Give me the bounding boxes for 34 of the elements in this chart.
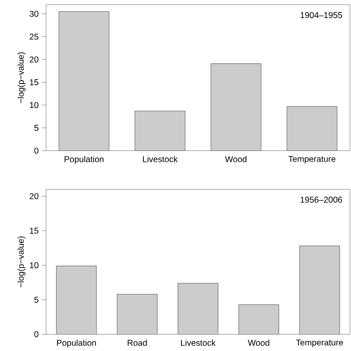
y-tick-label: 15 xyxy=(30,79,38,86)
x-tick-label: Wood xyxy=(248,340,270,346)
y-tick-label: 15 xyxy=(30,228,38,234)
bar xyxy=(58,11,110,151)
y-axis-title: −log(p−value) xyxy=(18,236,26,288)
text: 1904–1955 xyxy=(300,12,342,18)
x-tick-label: Livestock xyxy=(143,156,178,162)
y-tick-label: 0 xyxy=(34,331,38,338)
x-tick-label: Temperature xyxy=(296,340,343,348)
bar xyxy=(116,294,158,334)
y-tick-label: 30 xyxy=(30,10,38,17)
y-tick-label: 0 xyxy=(34,148,38,154)
y-tick-label: 25 xyxy=(30,34,38,40)
x-tick-label: Wood xyxy=(225,156,246,162)
bar xyxy=(210,63,262,151)
y-axis-title: −log(p−value) xyxy=(18,52,26,104)
x-tick-label: Temperature xyxy=(288,156,336,164)
bar xyxy=(134,110,186,151)
x-tick-label: Population xyxy=(57,340,96,348)
bar xyxy=(286,106,338,151)
y-tick-label: 20 xyxy=(30,56,38,62)
bar xyxy=(299,246,340,334)
y-tick-label: 10 xyxy=(30,102,38,108)
text: 1956–2006 xyxy=(300,196,342,203)
x-tick-label: Livestock xyxy=(181,340,216,346)
bar xyxy=(56,266,97,334)
x-tick-label: Population xyxy=(64,156,104,164)
y-tick-label: 5 xyxy=(34,124,38,131)
y-tick-label: 5 xyxy=(34,296,38,303)
bar xyxy=(178,283,218,334)
x-tick-label: Road xyxy=(128,340,147,346)
bar xyxy=(238,304,280,334)
y-tick-label: 20 xyxy=(30,193,38,200)
y-tick-label: 10 xyxy=(30,262,38,268)
